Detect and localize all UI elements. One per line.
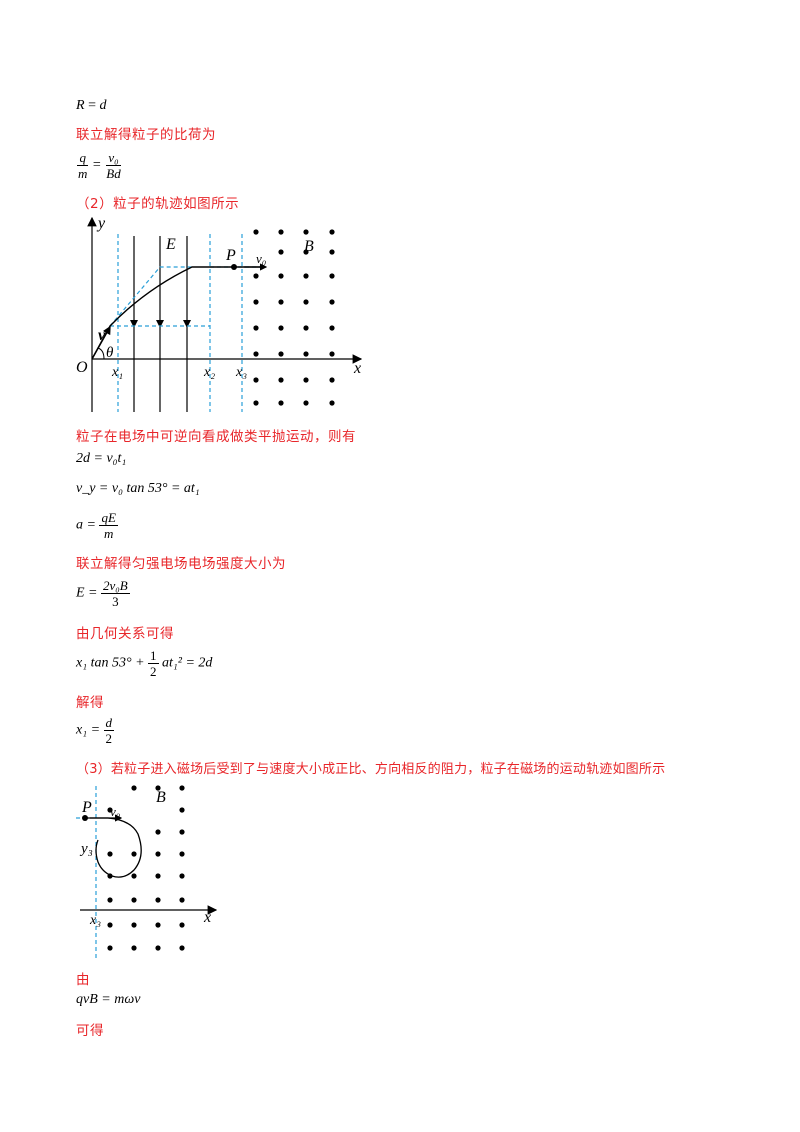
point-P-label: P [81, 799, 92, 816]
text-line-5: 由几何关系可得 [76, 626, 174, 642]
velocity-label: v₀ [110, 804, 120, 819]
text-line-2: （2）粒子的轨迹如图所示 [76, 196, 240, 212]
point-P [82, 815, 88, 821]
y-axis-label: y [96, 215, 106, 232]
spiral-trajectory [85, 817, 142, 878]
trajectory-figure-1: y x O E B P v₀ v θ x₁ x₂ x₃ [76, 215, 363, 412]
field-B-label: B [156, 789, 166, 806]
x-axis-label: x [353, 360, 361, 377]
tick-x3: x₃ [235, 365, 247, 380]
text-line-6: 解得 [76, 695, 104, 711]
text-line-8: 由 [76, 972, 90, 988]
tick-x2: x₂ [203, 365, 215, 380]
equation-qvB: qvB = mωv [76, 992, 141, 1007]
field-E-label: E [165, 236, 176, 253]
field-B-label: B [304, 238, 314, 255]
text-line-4: 联立解得匀强电场电场强度大小为 [76, 556, 286, 572]
equation-vy: v_y = v₀ tan 53° = at₁ [76, 481, 200, 496]
magnetic-field-dots [253, 229, 335, 406]
x-axis-label: x [203, 909, 211, 926]
trajectory-figure-2: P v₀ B y₃ x x₃ [76, 785, 218, 958]
equation-E: E = 2v₀B 3 [76, 578, 130, 609]
text-line-1: 联立解得粒子的比荷为 [76, 127, 216, 143]
tick-x3: x₃ [89, 913, 101, 928]
magnetic-field-dots [107, 785, 185, 951]
point-P-label: P [225, 247, 236, 264]
v-label: v [98, 327, 106, 344]
text-line-9: 可得 [76, 1023, 104, 1039]
y3-label: y₃ [79, 841, 93, 857]
equation-2d: 2d = v₀t₁ [76, 451, 127, 466]
trajectory-curve [91, 266, 264, 360]
equation-a: a = qE m [76, 510, 118, 541]
equation-R: R = d [76, 98, 107, 113]
text-line-3: 粒子在电场中可逆向看成做类平抛运动，则有 [76, 429, 356, 445]
velocity-label: v₀ [256, 251, 266, 266]
tick-x1: x₁ [111, 365, 123, 380]
point-P [231, 264, 237, 270]
origin-label: O [76, 359, 88, 376]
text-line-7: （3）若粒子进入磁场后受到了与速度大小成正比、方向相反的阻力，粒子在磁场的运动轨… [76, 762, 666, 777]
angle-label: θ [106, 345, 114, 361]
